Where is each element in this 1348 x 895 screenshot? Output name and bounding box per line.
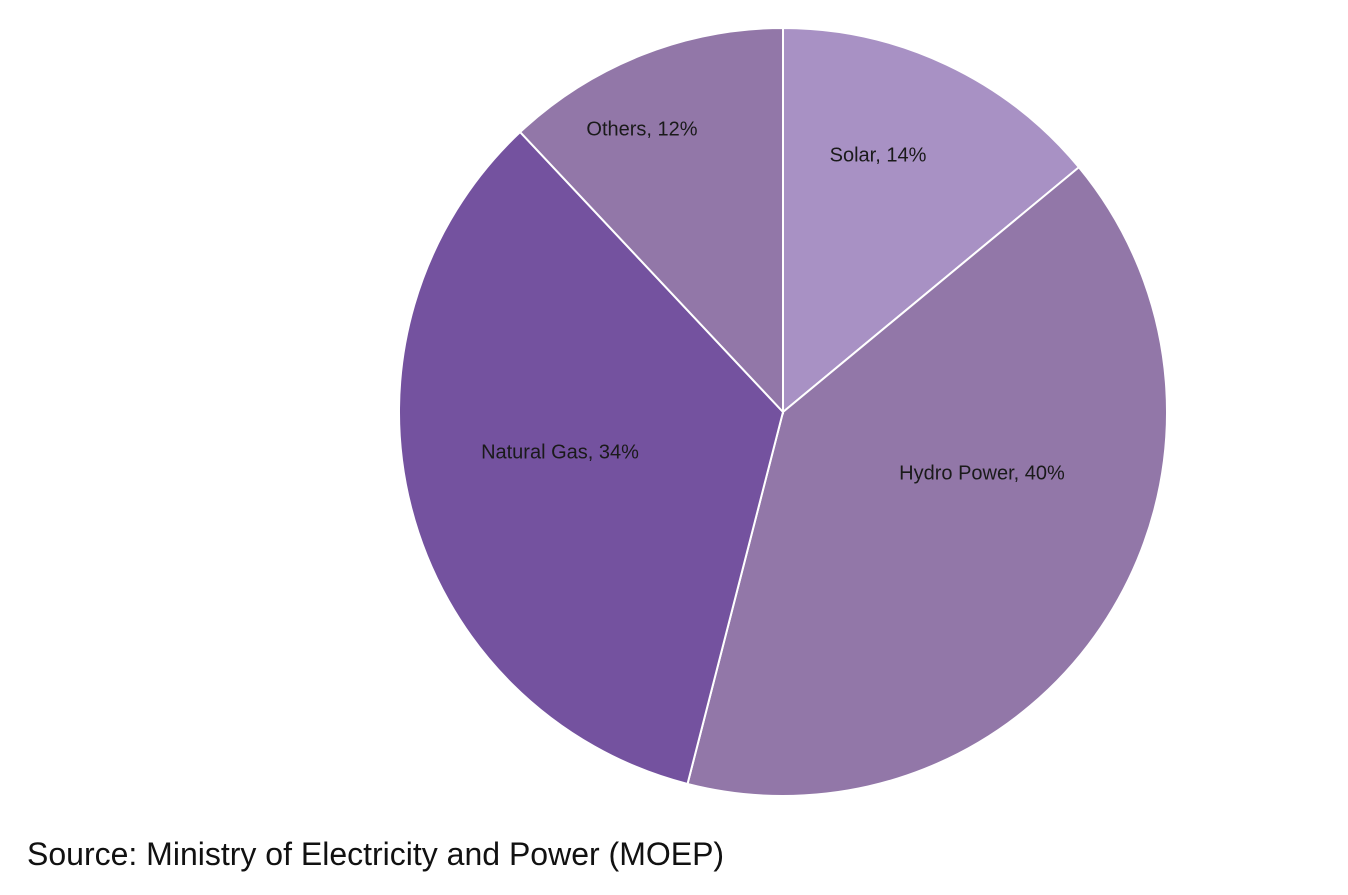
pie-slice-hydro-power: [686, 165, 1168, 798]
pie-slices: [398, 26, 1168, 798]
source-note: Source: Ministry of Electricity and Powe…: [27, 836, 725, 872]
pie-slice-others: [518, 26, 784, 415]
data-label-solar: Solar, 14%: [830, 144, 927, 166]
data-label-hydro-power: Hydro Power, 40%: [899, 462, 1065, 484]
data-label-others: Others, 12%: [586, 118, 697, 140]
pie-chart: Solar, 14% Hydro Power, 40% Natural Gas, 3…: [398, 26, 1168, 798]
pie-labels: Solar, 14% Hydro Power, 40% Natural Gas, 3…: [481, 118, 1065, 484]
data-label-natural-gas: Natural Gas, 34%: [481, 441, 639, 463]
pie-slice-solar: [782, 26, 1081, 415]
pie-slice-natural-gas: [398, 130, 785, 786]
